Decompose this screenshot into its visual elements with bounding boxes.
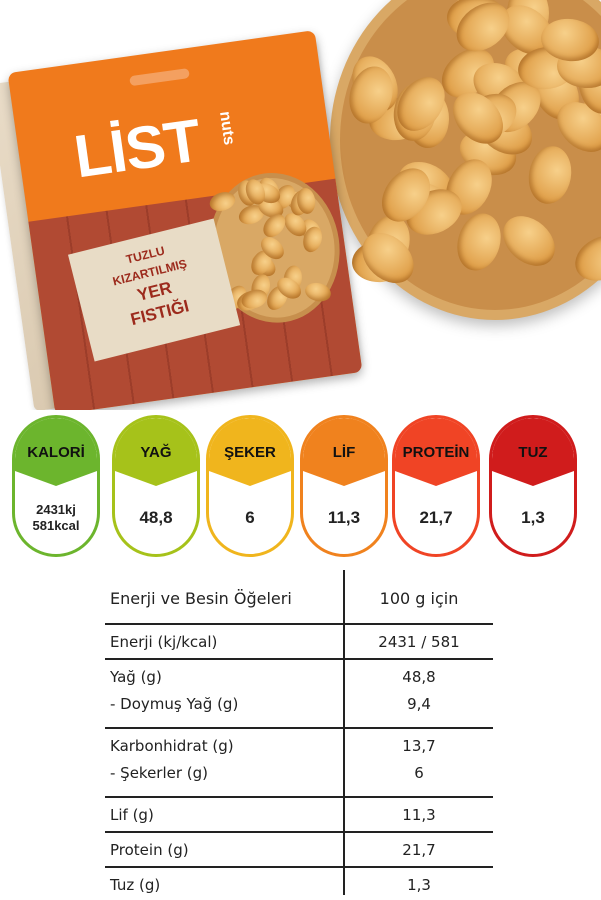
badge-value-line: 6	[245, 508, 255, 527]
row-label: - Şekerler (g)	[110, 764, 209, 782]
row-value: 11,3	[402, 806, 436, 824]
row-label: Yağ (g)	[110, 668, 162, 686]
table-row: Enerji (kj/kcal) 2431 / 581	[105, 625, 493, 660]
row-value: 6	[414, 764, 424, 782]
row-label: - Doymuş Yağ (g)	[110, 695, 239, 713]
row-label: Tuz (g)	[110, 876, 161, 894]
badge-label: LİF	[303, 418, 385, 486]
brand-logo: LİST	[70, 106, 205, 191]
peanut	[451, 208, 508, 276]
table-row: Karbonhidrat (g) - Şekerler (g) 13,7 6	[105, 729, 493, 798]
peanut	[493, 206, 565, 277]
badge-value: 48,8	[115, 486, 197, 550]
badge-value: 11,3	[303, 486, 385, 550]
table-row: Protein (g) 21,7	[105, 833, 493, 868]
row-label: Lif (g)	[110, 806, 154, 824]
peanut	[568, 226, 601, 290]
header-right: 100 g için	[379, 589, 459, 608]
column-divider	[343, 570, 345, 895]
badge-label: PROTEİN	[395, 418, 477, 486]
badge-value: 2431kj 581kcal	[15, 486, 97, 550]
badge-3: LİF 11,3	[300, 415, 388, 557]
row-value: 1,3	[407, 876, 431, 894]
badge-value: 21,7	[395, 486, 477, 550]
table-row: Lif (g) 11,3	[105, 798, 493, 833]
badge-label: YAĞ	[115, 418, 197, 486]
badge-value-line: 11,3	[327, 508, 361, 527]
row-value: 2431 / 581	[378, 633, 460, 651]
badge-value-line: 1,3	[521, 508, 545, 527]
badge-4: PROTEİN 21,7	[392, 415, 480, 557]
hang-hole	[129, 68, 190, 87]
nutrition-table: Enerji ve Besin Öğeleri 100 g için Enerj…	[105, 570, 493, 900]
peanut-bowl	[330, 0, 601, 320]
badge-value: 6	[209, 486, 291, 550]
row-label: Enerji (kj/kcal)	[110, 633, 218, 651]
badge-value-line: 2431kj	[36, 502, 76, 517]
table-row: Tuz (g) 1,3	[105, 868, 493, 900]
badge-value-line: 21,7	[419, 508, 453, 527]
product-package: LİST nuts TUZLU KIZARTILMIŞ YER FISTIĞI	[7, 30, 363, 410]
badge-value: 1,3	[492, 486, 574, 550]
nutrition-badges: KALORİ 2431kj 581kcal YAĞ 48,8 ŞEKER 6 LİF 11,3 P…	[0, 415, 601, 560]
row-label: Karbonhidrat (g)	[110, 737, 234, 755]
badge-label: ŞEKER	[209, 418, 291, 486]
product-hero-image: LİST nuts TUZLU KIZARTILMIŞ YER FISTIĞI	[0, 0, 601, 410]
peanut	[352, 222, 424, 293]
badge-2: ŞEKER 6	[206, 415, 294, 557]
header-left: Enerji ve Besin Öğeleri	[110, 589, 292, 608]
row-value: 9,4	[407, 695, 431, 713]
brand-logo-sub: nuts	[216, 110, 238, 147]
row-value: 13,7	[402, 737, 436, 755]
peanut	[524, 143, 576, 208]
badge-value-line: 581kcal	[32, 518, 80, 533]
table-header: Enerji ve Besin Öğeleri 100 g için	[105, 570, 493, 625]
badge-1: YAĞ 48,8	[112, 415, 200, 557]
row-value: 21,7	[402, 841, 436, 859]
table-row: Yağ (g) - Doymuş Yağ (g) 48,8 9,4	[105, 660, 493, 729]
badge-0: KALORİ 2431kj 581kcal	[12, 415, 100, 557]
row-value: 48,8	[402, 668, 436, 686]
badge-label: KALORİ	[15, 418, 97, 486]
badge-label: TUZ	[492, 418, 574, 486]
badge-value-line: 48,8	[139, 508, 173, 527]
row-label: Protein (g)	[110, 841, 189, 859]
badge-5: TUZ 1,3	[489, 415, 577, 557]
